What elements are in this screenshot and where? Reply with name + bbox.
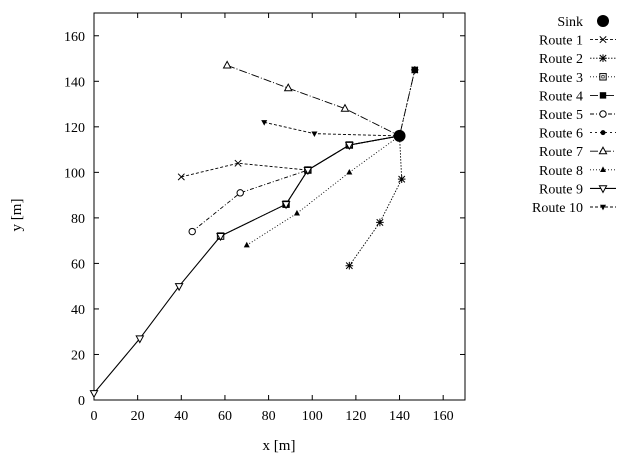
route-9-point: [89, 390, 99, 399]
y-tick-label: 0: [78, 394, 85, 409]
legend-route-9-label: Route 9: [539, 182, 583, 197]
route-8-point: [293, 209, 300, 216]
x-tick-label: 60: [218, 409, 232, 424]
route-7-point: [222, 60, 232, 69]
x-tick-label: 120: [345, 409, 366, 424]
route-2-point: [376, 218, 384, 227]
legend-route-1-label: Route 1: [539, 34, 583, 49]
routes: [89, 60, 419, 399]
legend-route-10-entry: Route 10: [532, 201, 616, 216]
legend-route-3-swatch-marker: [599, 73, 607, 81]
x-axis-label: x [m]: [263, 438, 296, 454]
y-tick-label: 20: [71, 348, 85, 363]
route-5-point: [188, 227, 196, 236]
y-tick-label: 80: [71, 212, 85, 227]
legend-route-9-entry: Route 9: [539, 182, 616, 197]
legend-route-5-entry: Route 5: [539, 108, 616, 123]
legend-route-8-swatch-marker: [600, 166, 606, 172]
legend-route-4-entry: Route 4: [539, 89, 616, 104]
route-3-line: [220, 135, 400, 237]
route-2-series: [345, 66, 419, 270]
x-tick-label: 140: [389, 409, 410, 424]
route-7-point: [283, 83, 293, 92]
legend-route-2-swatch-marker: [599, 54, 607, 62]
x-tick-label: 20: [131, 409, 145, 424]
y-tick-label: 60: [71, 257, 85, 272]
route-9-point: [135, 335, 145, 344]
route-9-series: [89, 135, 400, 399]
legend-route-4-swatch-marker: [599, 92, 607, 99]
legend-route-9-swatch-marker: [598, 185, 608, 194]
route-9-point: [344, 141, 354, 151]
legend-sink-label: Sink: [557, 15, 583, 30]
legend-route-8-label: Route 8: [539, 164, 583, 179]
legend-route-8-entry: Route 8: [539, 164, 616, 179]
route-6-line: [307, 135, 400, 171]
legend-route-5-label: Route 5: [539, 108, 583, 123]
legend-route-10-swatch-marker: [600, 204, 606, 211]
route-1-point: [234, 159, 242, 167]
legend: Sink Route 1 Route 2 Route 3 Route 4 Route 5 R…: [532, 15, 616, 216]
legend-route-5-swatch-marker: [599, 110, 607, 118]
y-tick-label: 120: [64, 121, 85, 136]
route-10-point: [261, 120, 268, 126]
route-9-point: [281, 201, 291, 210]
route-5-line: [191, 135, 400, 232]
legend-route-1-swatch-marker: [599, 36, 607, 44]
y-axis-label: y [m]: [9, 199, 25, 232]
legend-route-7-swatch-marker: [598, 146, 608, 155]
legend-route-3-label: Route 3: [539, 71, 583, 86]
route-7-series: [222, 60, 400, 137]
x-tick-label: 80: [262, 409, 276, 424]
route-10-line: [264, 121, 400, 137]
y-tick-label: 140: [64, 75, 85, 90]
axes: 0 20 40 60 80 100 120 140 160 0 20 40 60 80 100 120 140 1…: [64, 12, 466, 424]
legend-route-6-entry: Route 6: [539, 127, 616, 142]
y-tick-label: 100: [64, 166, 85, 181]
route-9-point: [216, 232, 226, 242]
route-9-line: [93, 135, 400, 394]
x-tick-label: 40: [174, 409, 188, 424]
route-7-point: [340, 103, 350, 112]
route-2-point: [397, 175, 406, 183]
route-7-line: [226, 64, 400, 137]
route-9-point: [303, 166, 313, 176]
x-tick-label: 160: [433, 409, 454, 424]
x-tick-label: 0: [91, 409, 98, 424]
route-9-point: [174, 283, 184, 292]
route-1-series: [177, 135, 400, 181]
route-2-line: [348, 69, 416, 266]
legend-sink-entry: Sink: [557, 15, 609, 30]
route-5-series: [188, 135, 400, 236]
legend-route-6-label: Route 6: [539, 127, 583, 142]
legend-route-3-entry: Route 3: [539, 71, 616, 86]
legend-route-6-swatch-marker: [600, 130, 606, 136]
legend-route-7-label: Route 7: [539, 145, 583, 160]
route-5-point: [236, 189, 244, 197]
legend-route-1-entry: Route 1: [539, 34, 616, 49]
route-2-point: [345, 261, 354, 270]
route-8-point: [243, 241, 250, 248]
legend-route-10-label: Route 10: [532, 201, 583, 216]
route-8-series: [243, 135, 400, 248]
route-10-series: [261, 120, 400, 138]
legend-route-4-label: Route 4: [539, 89, 583, 104]
route-10-point: [311, 131, 318, 138]
y-tick-label: 40: [71, 303, 85, 318]
legend-sink-swatch-marker: [597, 15, 609, 27]
route-8-line: [246, 135, 400, 246]
route-4-point: [411, 66, 419, 74]
sink-point: [393, 129, 406, 142]
legend-route-2-label: Route 2: [539, 52, 583, 67]
route-1-point: [177, 173, 185, 181]
y-tick-label: 160: [64, 30, 85, 45]
legend-route-2-entry: Route 2: [539, 52, 616, 67]
legend-route-7-entry: Route 7: [539, 145, 616, 160]
route-8-point: [346, 168, 353, 175]
plot-frame: [93, 12, 466, 401]
x-tick-label: 100: [302, 409, 323, 424]
